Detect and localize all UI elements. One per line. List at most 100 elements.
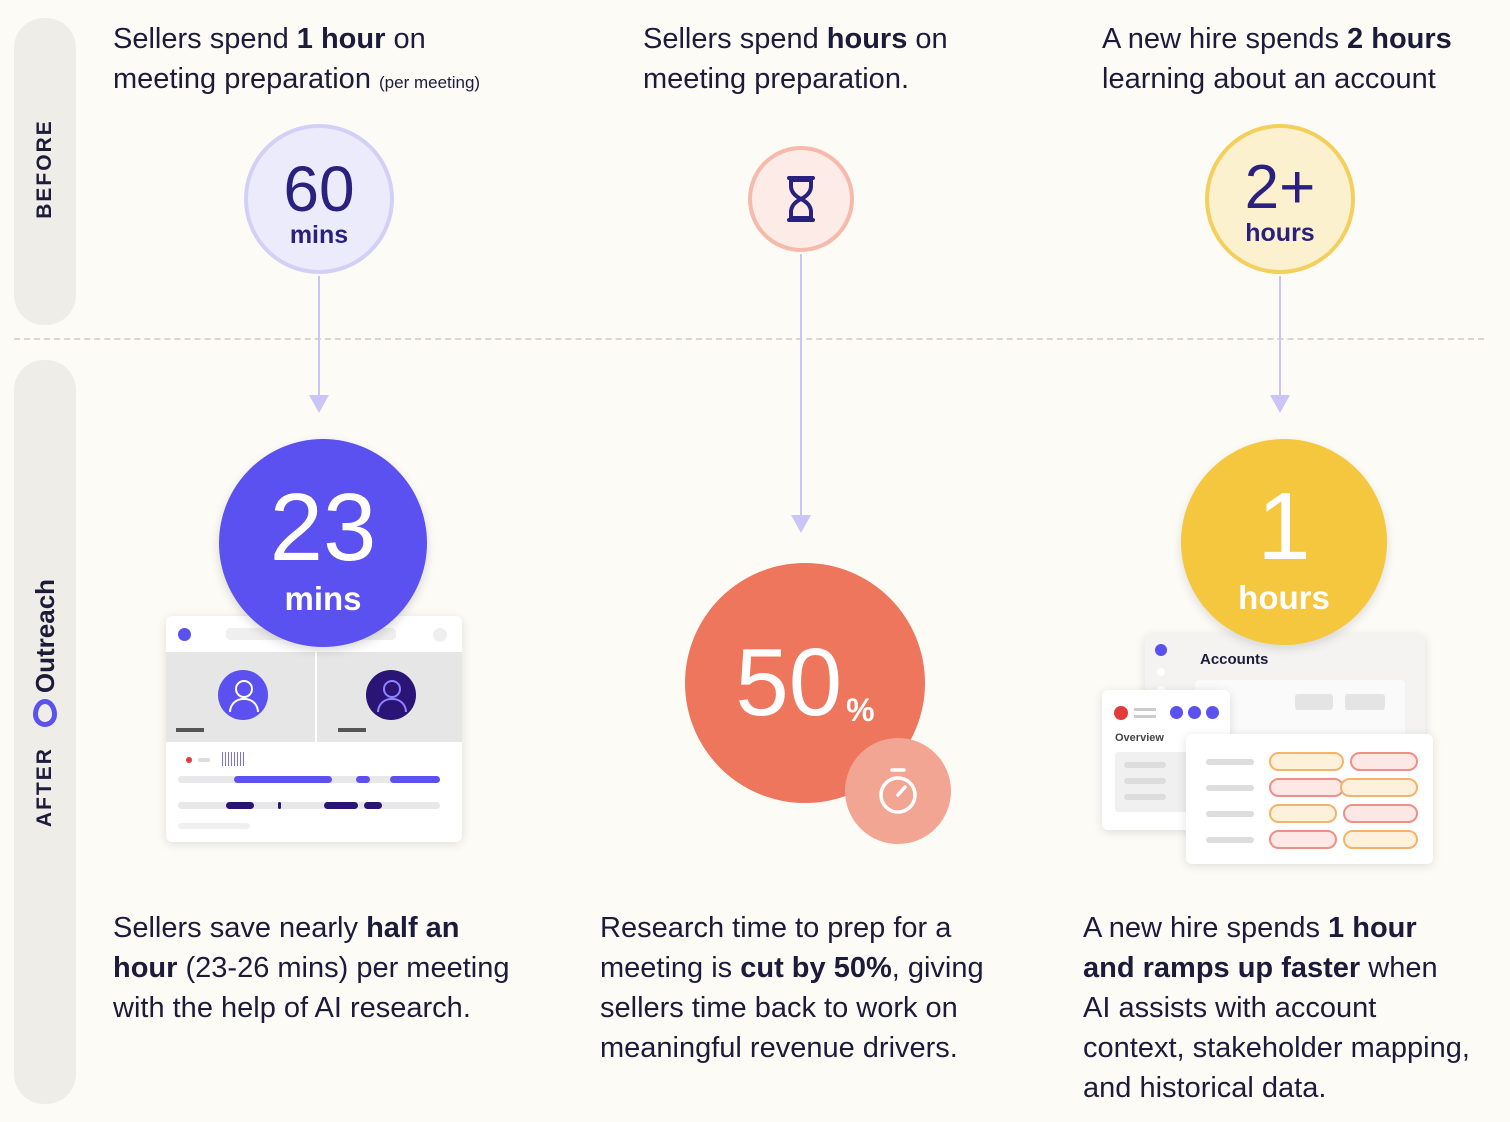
col1-top-text-bold: 1 hour	[296, 23, 386, 55]
col3-bottom-text-pre: A new hire spends	[1083, 912, 1329, 944]
col1-before-circle: 60 mins	[244, 124, 394, 274]
col2-top-text-pre: Sellers spend	[643, 23, 827, 55]
col1-before-text: Sellers spend 1 hour on meeting preparat…	[113, 19, 553, 103]
col2-arrow-line	[800, 254, 802, 516]
col3-after-unit: hours	[1238, 579, 1330, 616]
overview-line	[1124, 762, 1166, 768]
col2-after-text: Research time to prep for a meeting is c…	[600, 908, 1040, 1068]
col3-arrow-line	[1279, 276, 1281, 396]
stakeholder-chip	[1269, 830, 1337, 849]
col3-bottom-text-line5: and historical data.	[1083, 1072, 1327, 1104]
overview-action-icon	[1206, 706, 1219, 719]
overview-title: Overview	[1115, 732, 1164, 744]
outreach-logo-icon	[33, 699, 57, 728]
overview-action-icon	[1188, 706, 1201, 719]
name-line	[338, 728, 366, 732]
col3-bottom-text-post2: when	[1360, 952, 1438, 984]
accounts-logo-icon	[1155, 644, 1167, 656]
stakeholder-chip	[1269, 752, 1344, 771]
col2-after-unit: %	[846, 692, 875, 728]
col1-after-unit: mins	[284, 580, 362, 617]
col3-top-text-pre: A new hire spends	[1102, 23, 1348, 55]
col1-bottom-text-line3: with the help of AI research.	[113, 992, 471, 1024]
meeting-mockup	[166, 616, 462, 842]
overview-line	[1124, 778, 1166, 784]
row-label	[1206, 837, 1254, 843]
overview-line	[1124, 794, 1166, 800]
col1-arrow-line	[318, 276, 320, 396]
transcript-seg	[234, 776, 332, 783]
transcript-track-2	[178, 802, 440, 809]
record-dot-icon	[186, 757, 192, 763]
overview-dot-icon	[1114, 706, 1128, 720]
col3-before-unit: hours	[1245, 218, 1315, 247]
accounts-sidebar-dot	[1157, 668, 1165, 676]
col2-before-text: Sellers spend hours on meeting preparati…	[643, 19, 1003, 99]
col2-after-value: 50	[735, 629, 843, 736]
col1-arrow-head	[309, 395, 329, 413]
col3-top-text-line2: learning about an account	[1102, 63, 1436, 95]
col3-bottom-text-bold2: and ramps up faster	[1083, 952, 1361, 984]
hourglass-icon	[787, 176, 815, 222]
col1-before-unit: mins	[289, 220, 349, 249]
col2-bottom-text-line3: sellers time back to work on	[600, 992, 958, 1024]
col1-top-text-pre: Sellers spend	[113, 23, 297, 55]
col2-bottom-text-post2: , giving	[891, 952, 984, 984]
col2-after-value-wrap: 50 %	[735, 635, 874, 731]
col1-bottom-text-pre: Sellers save nearly	[113, 912, 367, 944]
accounts-cell	[1295, 694, 1333, 710]
col3-bottom-text-line4: context, stakeholder mapping,	[1083, 1032, 1470, 1064]
transcript-seg	[390, 776, 440, 783]
col2-bottom-text-line4: meaningful revenue drivers.	[600, 1032, 958, 1064]
accounts-panel	[1195, 680, 1405, 744]
meeting-mockup-dot	[433, 628, 447, 642]
col1-top-text-post: on	[385, 23, 426, 55]
waveform-icon	[222, 752, 246, 766]
col1-bottom-text-bold2: hour	[113, 952, 178, 984]
col3-before-value: 2+	[1244, 152, 1316, 222]
col3-before-circle: 2+ hours	[1205, 124, 1355, 274]
overview-line	[1134, 715, 1156, 718]
col3-top-text-bold: 2 hours	[1347, 23, 1452, 55]
stakeholder-chip	[1269, 778, 1344, 797]
after-brand-label: AFTER Outreach	[30, 543, 60, 863]
col3-after-circle: 1 hours	[1181, 439, 1387, 645]
col3-arrow-head	[1270, 395, 1290, 413]
col1-after-value: 23	[269, 474, 377, 581]
brand-name: Outreach	[29, 578, 60, 694]
col1-top-text-note: (per meeting)	[379, 73, 481, 92]
row-label	[1206, 759, 1254, 765]
col3-before-text: A new hire spends 2 hours learning about…	[1102, 19, 1502, 99]
col1-after-circle: 23 mins	[219, 439, 427, 647]
accounts-cell	[1345, 694, 1385, 710]
stakeholder-chip	[1350, 752, 1418, 771]
before-label-pill	[14, 18, 76, 325]
row-label	[1206, 811, 1254, 817]
col1-bottom-text-mid: (23-26 mins) per meeting	[177, 952, 510, 984]
after-label-pill	[14, 360, 76, 1104]
col1-top-text-line2: meeting preparation	[113, 63, 379, 95]
row-label	[1206, 785, 1254, 791]
rec-line	[198, 758, 210, 762]
transcript-placeholder	[178, 823, 250, 829]
col3-after-text: A new hire spends 1 hour and ramps up fa…	[1083, 908, 1508, 1108]
transcript-seg	[278, 802, 281, 809]
col3-after-value: 1	[1257, 473, 1311, 580]
transcript-seg	[364, 802, 382, 809]
stakeholder-chip	[1343, 830, 1418, 849]
stakeholder-mockup	[1186, 734, 1433, 864]
col2-top-text-post: on	[907, 23, 948, 55]
col2-bottom-text-pre2: meeting is	[600, 952, 741, 984]
overview-line	[1134, 708, 1156, 711]
stakeholder-chip	[1343, 804, 1418, 823]
col1-bottom-text-bold1: half an	[366, 912, 460, 944]
overview-action-icon	[1170, 706, 1183, 719]
before-after-divider	[14, 338, 1484, 340]
col1-after-text: Sellers save nearly half an hour (23-26 …	[113, 908, 563, 1028]
stakeholder-chip	[1269, 804, 1337, 823]
col2-bottom-text-line1: Research time to prep for a	[600, 912, 952, 944]
col3-bottom-text-line3: AI assists with account	[1083, 992, 1377, 1024]
col2-stopwatch-circle	[845, 738, 951, 844]
accounts-title: Accounts	[1200, 651, 1269, 668]
col2-before-circle	[748, 146, 854, 252]
